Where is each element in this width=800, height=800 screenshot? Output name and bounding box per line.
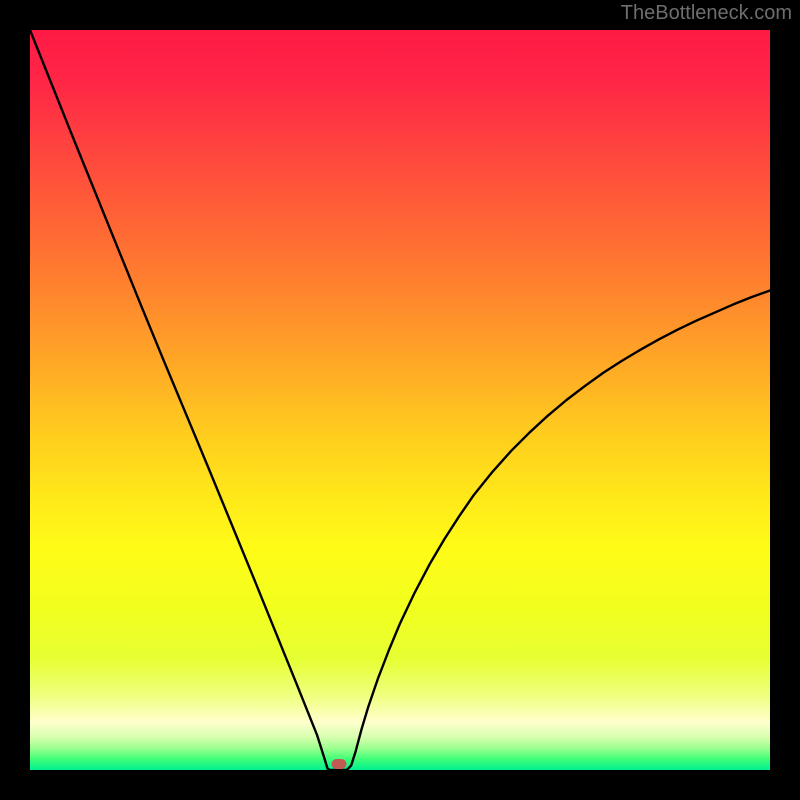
watermark-text: TheBottleneck.com	[621, 2, 792, 25]
chart-frame: TheBottleneck.com	[0, 0, 800, 800]
curve-layer	[30, 30, 770, 770]
minimum-marker	[332, 759, 347, 769]
plot-area	[30, 30, 770, 770]
bottleneck-curve	[30, 30, 770, 770]
